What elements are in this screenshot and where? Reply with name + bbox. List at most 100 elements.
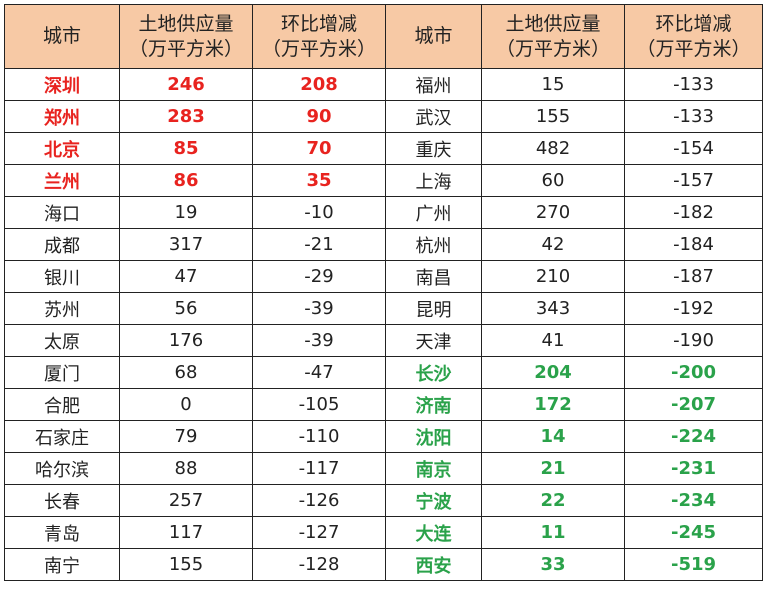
table-row: 长春 257 -126 宁波 22 -234 bbox=[4, 484, 763, 517]
left-change-cell: -127 bbox=[252, 516, 386, 549]
table-row: 兰州 86 35 上海 60 -157 bbox=[4, 164, 763, 197]
header-supply-right: 土地供应量 （万平方米） bbox=[481, 4, 625, 69]
left-city-cell: 合肥 bbox=[4, 388, 120, 421]
left-supply-cell: 317 bbox=[119, 228, 253, 261]
left-change-cell: -117 bbox=[252, 452, 386, 485]
right-city-cell: 杭州 bbox=[385, 228, 482, 261]
land-supply-table: 城市 土地供应量 （万平方米） 环比增减 （万平方米） 城市 土地供应量 （万平… bbox=[4, 4, 763, 581]
right-supply-cell: 21 bbox=[481, 452, 625, 485]
table-body: 深圳 246 208 福州 15 -133 郑州 283 90 武汉 155 -133 北京 85 70 重庆… bbox=[4, 68, 763, 581]
table-row: 成都 317 -21 杭州 42 -184 bbox=[4, 228, 763, 261]
left-supply-cell: 88 bbox=[119, 452, 253, 485]
left-change-cell: -47 bbox=[252, 356, 386, 389]
right-city-cell: 南昌 bbox=[385, 260, 482, 293]
right-change-cell: -245 bbox=[624, 516, 763, 549]
left-change-cell: -105 bbox=[252, 388, 386, 421]
left-supply-cell: 246 bbox=[119, 68, 253, 101]
right-city-cell: 沈阳 bbox=[385, 420, 482, 453]
table-container: 城市 土地供应量 （万平方米） 环比增减 （万平方米） 城市 土地供应量 （万平… bbox=[4, 4, 763, 581]
left-change-cell: 70 bbox=[252, 132, 386, 165]
right-supply-cell: 343 bbox=[481, 292, 625, 325]
header-supply-unit: （万平方米） bbox=[128, 37, 243, 60]
left-city-cell: 郑州 bbox=[4, 100, 120, 133]
left-change-cell: -39 bbox=[252, 324, 386, 357]
right-city-cell: 大连 bbox=[385, 516, 482, 549]
left-city-cell: 石家庄 bbox=[4, 420, 120, 453]
right-city-cell: 重庆 bbox=[385, 132, 482, 165]
left-change-cell: 35 bbox=[252, 164, 386, 197]
right-city-cell: 昆明 bbox=[385, 292, 482, 325]
right-change-cell: -154 bbox=[624, 132, 763, 165]
header-change-right: 环比增减 （万平方米） bbox=[624, 4, 763, 69]
right-change-cell: -182 bbox=[624, 196, 763, 229]
right-change-cell: -200 bbox=[624, 356, 763, 389]
left-supply-cell: 0 bbox=[119, 388, 253, 421]
right-city-cell: 上海 bbox=[385, 164, 482, 197]
right-city-cell: 天津 bbox=[385, 324, 482, 357]
table-row: 北京 85 70 重庆 482 -154 bbox=[4, 132, 763, 165]
left-city-cell: 太原 bbox=[4, 324, 120, 357]
left-change-cell: -126 bbox=[252, 484, 386, 517]
left-city-cell: 银川 bbox=[4, 260, 120, 293]
left-city-cell: 长春 bbox=[4, 484, 120, 517]
right-supply-cell: 14 bbox=[481, 420, 625, 453]
table-row: 郑州 283 90 武汉 155 -133 bbox=[4, 100, 763, 133]
left-city-cell: 成都 bbox=[4, 228, 120, 261]
right-supply-cell: 204 bbox=[481, 356, 625, 389]
header-supply-left: 土地供应量 （万平方米） bbox=[119, 4, 253, 69]
left-supply-cell: 117 bbox=[119, 516, 253, 549]
right-supply-cell: 11 bbox=[481, 516, 625, 549]
table-row: 太原 176 -39 天津 41 -190 bbox=[4, 324, 763, 357]
left-city-cell: 深圳 bbox=[4, 68, 120, 101]
right-supply-cell: 42 bbox=[481, 228, 625, 261]
right-change-cell: -157 bbox=[624, 164, 763, 197]
left-supply-cell: 155 bbox=[119, 548, 253, 581]
header-change-unit: （万平方米） bbox=[636, 37, 751, 60]
left-supply-cell: 283 bbox=[119, 100, 253, 133]
table-header-row: 城市 土地供应量 （万平方米） 环比增减 （万平方米） 城市 土地供应量 （万平… bbox=[4, 4, 763, 69]
right-supply-cell: 172 bbox=[481, 388, 625, 421]
left-city-cell: 青岛 bbox=[4, 516, 120, 549]
left-change-cell: -29 bbox=[252, 260, 386, 293]
left-supply-cell: 85 bbox=[119, 132, 253, 165]
left-city-cell: 厦门 bbox=[4, 356, 120, 389]
right-supply-cell: 60 bbox=[481, 164, 625, 197]
right-change-cell: -184 bbox=[624, 228, 763, 261]
right-supply-cell: 33 bbox=[481, 548, 625, 581]
header-change-label: 环比增减 bbox=[280, 12, 357, 35]
left-supply-cell: 47 bbox=[119, 260, 253, 293]
left-change-cell: -10 bbox=[252, 196, 386, 229]
right-city-cell: 福州 bbox=[385, 68, 482, 101]
header-city-left: 城市 bbox=[4, 4, 120, 69]
table-row: 南宁 155 -128 西安 33 -519 bbox=[4, 548, 763, 581]
left-change-cell: -128 bbox=[252, 548, 386, 581]
table-row: 石家庄 79 -110 沈阳 14 -224 bbox=[4, 420, 763, 453]
right-change-cell: -519 bbox=[624, 548, 763, 581]
right-city-cell: 南京 bbox=[385, 452, 482, 485]
right-city-cell: 广州 bbox=[385, 196, 482, 229]
table-row: 苏州 56 -39 昆明 343 -192 bbox=[4, 292, 763, 325]
left-city-cell: 苏州 bbox=[4, 292, 120, 325]
table-row: 深圳 246 208 福州 15 -133 bbox=[4, 68, 763, 101]
right-city-cell: 武汉 bbox=[385, 100, 482, 133]
right-city-cell: 西安 bbox=[385, 548, 482, 581]
header-supply-label: 土地供应量 bbox=[505, 12, 601, 35]
left-change-cell: -110 bbox=[252, 420, 386, 453]
right-supply-cell: 270 bbox=[481, 196, 625, 229]
table-row: 厦门 68 -47 长沙 204 -200 bbox=[4, 356, 763, 389]
left-city-cell: 南宁 bbox=[4, 548, 120, 581]
left-change-cell: -39 bbox=[252, 292, 386, 325]
left-city-cell: 海口 bbox=[4, 196, 120, 229]
left-supply-cell: 68 bbox=[119, 356, 253, 389]
left-change-cell: -21 bbox=[252, 228, 386, 261]
right-change-cell: -190 bbox=[624, 324, 763, 357]
right-supply-cell: 41 bbox=[481, 324, 625, 357]
left-city-cell: 哈尔滨 bbox=[4, 452, 120, 485]
right-supply-cell: 155 bbox=[481, 100, 625, 133]
right-change-cell: -187 bbox=[624, 260, 763, 293]
right-city-cell: 宁波 bbox=[385, 484, 482, 517]
right-change-cell: -234 bbox=[624, 484, 763, 517]
left-city-cell: 北京 bbox=[4, 132, 120, 165]
table-row: 海口 19 -10 广州 270 -182 bbox=[4, 196, 763, 229]
right-change-cell: -224 bbox=[624, 420, 763, 453]
